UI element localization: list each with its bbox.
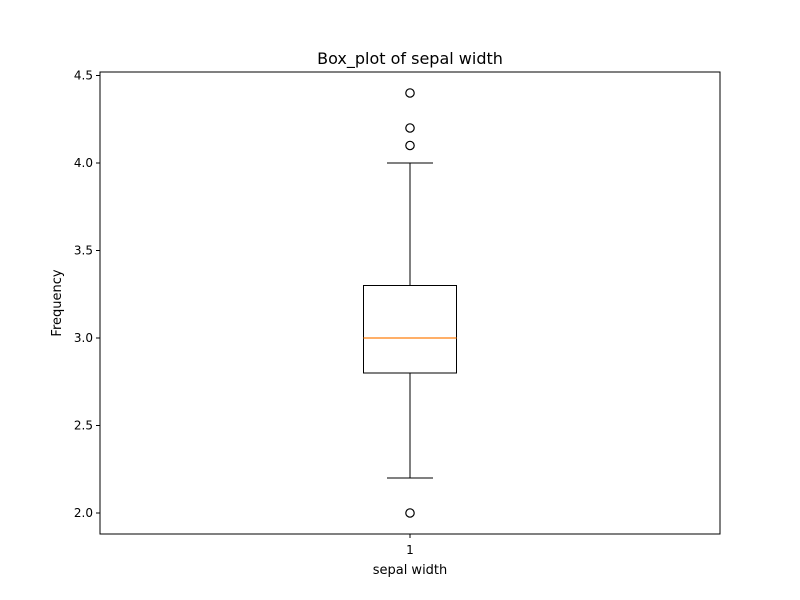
y-tick-label: 4.5	[74, 69, 93, 83]
iqr-box	[363, 285, 457, 374]
y-tick-label: 3.0	[74, 331, 93, 345]
outlier-point	[405, 508, 415, 518]
axes-frame	[99, 71, 721, 535]
outlier-point	[405, 123, 415, 133]
y-tick-label: 2.5	[74, 419, 93, 433]
y-tick-label: 3.5	[74, 244, 93, 258]
plot-area: 2.0 2.5 3.0 3.5 4.0 4.5 1	[74, 69, 457, 557]
outlier-point	[405, 140, 415, 151]
y-tick-label: 2.0	[74, 506, 93, 520]
outlier-point	[405, 88, 415, 98]
chart-title: Box_plot of sepal width	[317, 49, 503, 69]
x-axis-label: sepal width	[373, 563, 448, 578]
y-tick-label: 4.0	[74, 156, 93, 170]
x-tick-label: 1	[406, 543, 414, 557]
y-axis-label: Frequency	[50, 269, 65, 336]
